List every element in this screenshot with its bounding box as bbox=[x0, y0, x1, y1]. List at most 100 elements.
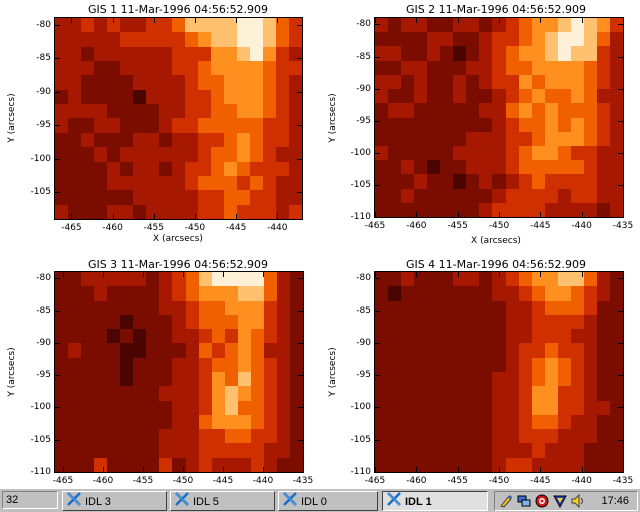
axis-tick bbox=[499, 272, 500, 277]
heatmap-cell bbox=[250, 161, 263, 176]
heatmap-cell bbox=[414, 188, 428, 203]
heatmap-cell bbox=[388, 357, 402, 372]
x-tick-label: -455 bbox=[143, 223, 165, 233]
heatmap-cell bbox=[107, 161, 120, 176]
heatmap-cell bbox=[531, 300, 545, 315]
heatmap-cell bbox=[133, 286, 147, 301]
heatmap-cell bbox=[211, 147, 224, 162]
taskbar-button-idl-5[interactable]: IDL 5 bbox=[170, 491, 275, 511]
heatmap-cell bbox=[211, 32, 224, 47]
network-icon[interactable] bbox=[517, 494, 531, 508]
heatmap-cell bbox=[453, 414, 467, 430]
heatmap-cell bbox=[557, 160, 571, 175]
heatmap-cell bbox=[94, 300, 108, 315]
axis-tick bbox=[416, 272, 418, 277]
heatmap-cell bbox=[120, 457, 134, 472]
heatmap-cell bbox=[531, 174, 545, 189]
heatmap-cell bbox=[453, 300, 467, 315]
heatmap-cell bbox=[211, 272, 225, 287]
axis-tick bbox=[71, 18, 73, 23]
heatmap-cell bbox=[440, 443, 454, 458]
heatmap-cell bbox=[211, 300, 225, 315]
heatmap-cell bbox=[81, 89, 94, 105]
heatmap-cell bbox=[81, 161, 94, 176]
heatmap-cell bbox=[583, 286, 597, 301]
axis-tick bbox=[499, 18, 500, 23]
target-icon[interactable] bbox=[535, 494, 549, 508]
heatmap-cell bbox=[146, 175, 159, 191]
heatmap-cell bbox=[414, 457, 428, 472]
heatmap-cell bbox=[492, 286, 506, 301]
x-tick-label: -445 bbox=[530, 476, 551, 486]
heatmap-cell bbox=[94, 457, 108, 472]
heatmap-cell bbox=[120, 61, 133, 76]
axis-tick bbox=[55, 278, 60, 280]
heatmap-cell bbox=[531, 414, 545, 430]
heatmap-cell bbox=[375, 371, 389, 387]
heatmap-cell bbox=[518, 414, 532, 430]
heatmap-cell bbox=[185, 61, 198, 76]
speaker-icon[interactable] bbox=[571, 493, 585, 509]
heatmap-cell bbox=[401, 202, 415, 217]
heatmap-cell bbox=[237, 386, 251, 401]
heatmap-cell bbox=[211, 443, 225, 458]
y-tick-label: -85 bbox=[356, 305, 371, 316]
heatmap-cell bbox=[146, 32, 159, 47]
y-tick-label: -80 bbox=[356, 273, 371, 284]
heatmap-cell bbox=[557, 117, 571, 132]
heatmap-cell bbox=[596, 117, 610, 132]
heatmap-cell bbox=[427, 188, 441, 203]
pen-icon[interactable] bbox=[499, 494, 513, 508]
heatmap-cell bbox=[414, 117, 428, 132]
axis-tick bbox=[375, 217, 380, 218]
heatmap-cell bbox=[198, 18, 211, 33]
axis-tick bbox=[263, 272, 264, 277]
axis-tick bbox=[416, 212, 418, 217]
heatmap-cell bbox=[401, 160, 415, 175]
heatmap-cell bbox=[172, 18, 185, 33]
heatmap-cell bbox=[289, 104, 302, 119]
heatmap-cell bbox=[133, 18, 146, 33]
heatmap-cell bbox=[198, 357, 212, 372]
heatmap-cell bbox=[479, 357, 493, 372]
heatmap-cell bbox=[570, 202, 584, 217]
antivirus-shield-icon[interactable] bbox=[553, 494, 567, 509]
x-tick-label: -440 bbox=[571, 221, 592, 231]
heatmap-cell bbox=[492, 414, 506, 430]
taskbar-button-idl-1[interactable]: IDL 1 bbox=[382, 491, 488, 511]
heatmap-cell bbox=[557, 457, 571, 472]
heatmap-cell bbox=[401, 32, 415, 47]
heatmap-cell bbox=[263, 175, 276, 191]
heatmap-cell bbox=[544, 188, 558, 203]
heatmap-cell bbox=[146, 429, 160, 444]
taskbar-button-idl-0[interactable]: IDL 0 bbox=[278, 491, 378, 511]
heatmap-cell bbox=[414, 32, 428, 47]
heatmap-cell bbox=[401, 343, 415, 358]
heatmap-cell bbox=[55, 132, 68, 148]
heatmap-cell bbox=[375, 60, 389, 75]
axis-tick bbox=[623, 467, 624, 472]
heatmap-cell bbox=[414, 357, 428, 372]
heatmap-cell bbox=[172, 300, 186, 315]
heatmap-cell bbox=[159, 429, 173, 444]
taskbar-button-idl-3[interactable]: IDL 3 bbox=[62, 491, 167, 511]
heatmap-cell bbox=[120, 175, 133, 191]
heatmap-cell bbox=[466, 272, 480, 287]
heatmap-cell bbox=[583, 300, 597, 315]
heatmap-cell bbox=[583, 429, 597, 444]
heatmap-cell bbox=[505, 202, 519, 217]
heatmap-cell bbox=[276, 343, 290, 358]
heatmap-cell bbox=[583, 160, 597, 175]
heatmap-cell bbox=[440, 145, 454, 161]
heatmap-cell bbox=[583, 32, 597, 47]
heatmap-cell bbox=[518, 357, 532, 372]
heatmap-cell bbox=[159, 132, 172, 148]
heatmap-cell bbox=[224, 32, 237, 47]
heatmap-cell bbox=[107, 371, 121, 387]
heatmap-cell bbox=[250, 343, 264, 358]
heatmap-cell bbox=[427, 60, 441, 75]
heatmap-cell bbox=[596, 386, 610, 401]
heatmap-cell bbox=[375, 131, 389, 146]
heatmap-cell bbox=[81, 314, 95, 330]
axis-tick bbox=[581, 467, 583, 472]
